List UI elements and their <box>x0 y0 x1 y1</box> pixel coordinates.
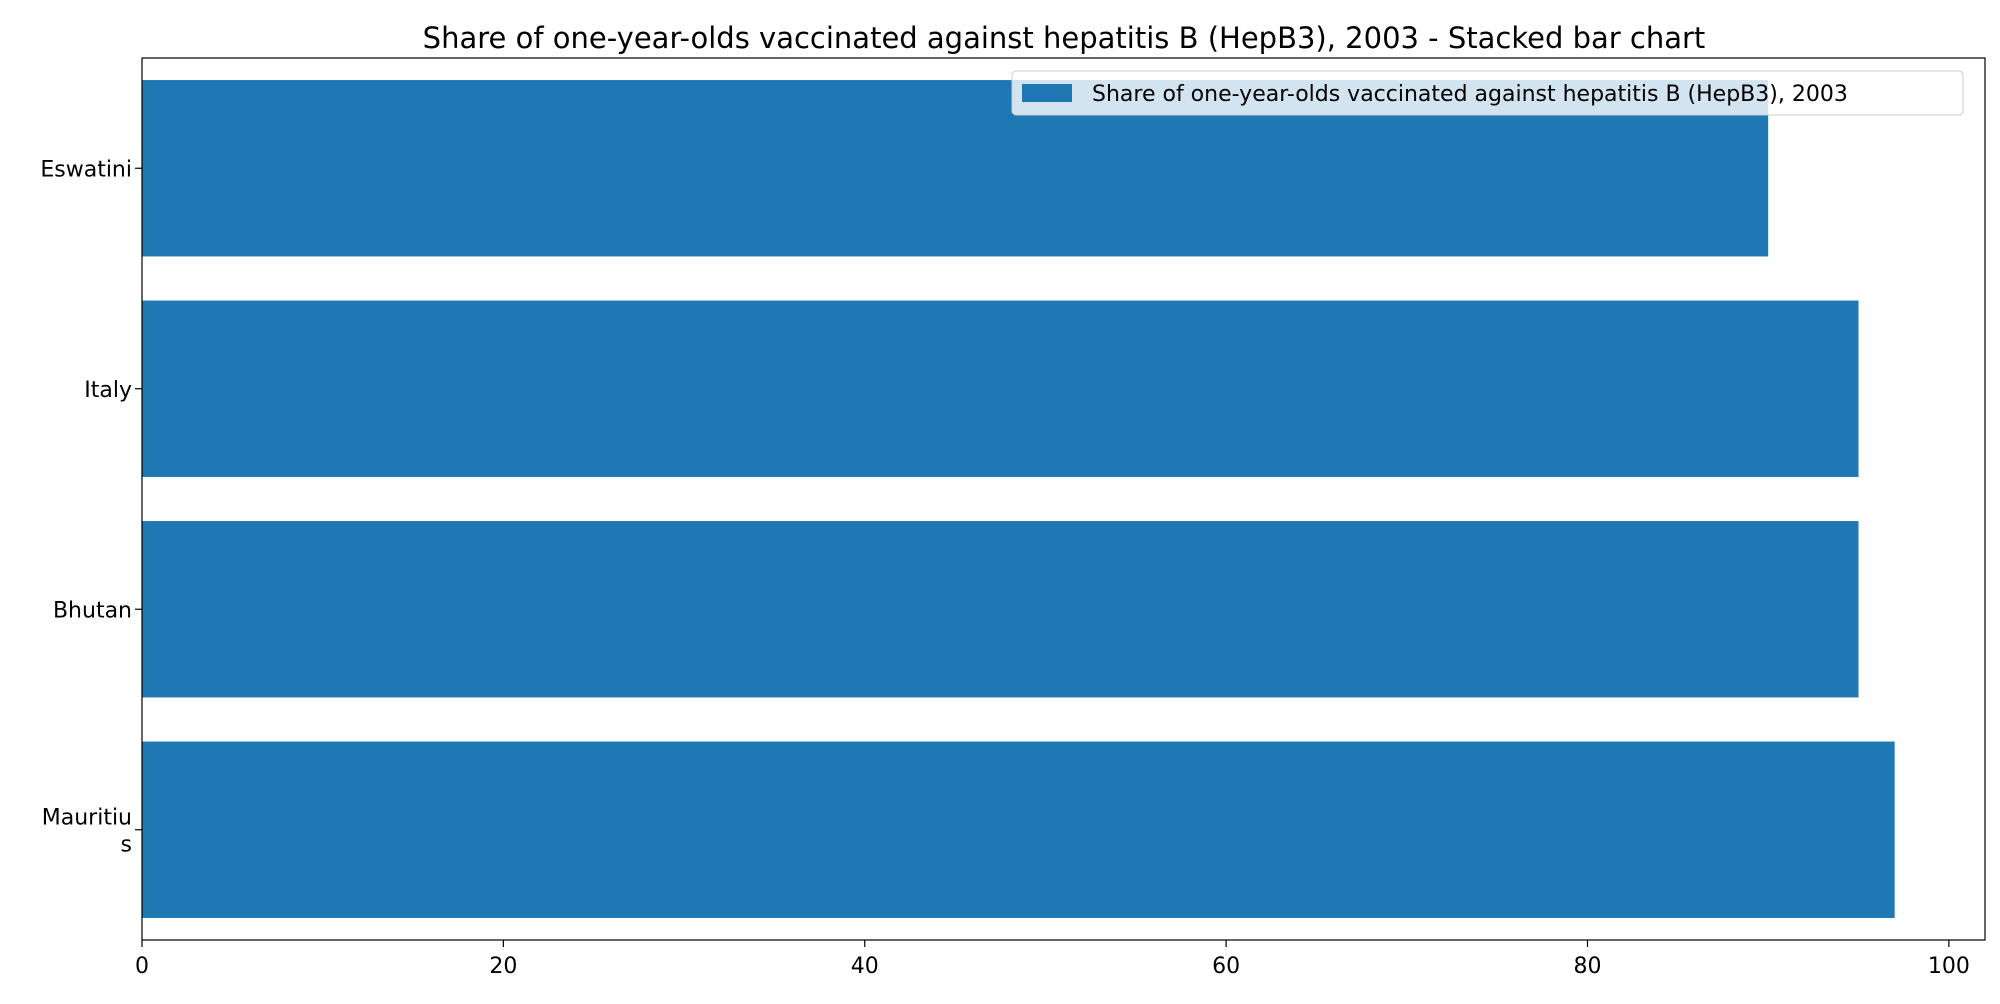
plot-frame <box>141 57 1986 941</box>
axes-layer: 0 20 40 60 80 100 Eswatini Italy Bhutan Mauritiu s <box>40 57 1986 979</box>
y-tick-label-mauritius: Mauritiu s <box>42 805 132 857</box>
y-tick-label-eswatini: Eswatini <box>40 157 132 182</box>
x-tick-label-40: 40 <box>851 954 879 979</box>
legend-swatch <box>1022 84 1072 102</box>
chart-title: Share of one-year-olds vaccinated agains… <box>423 21 1706 55</box>
bars-layer <box>142 80 1895 918</box>
x-tick-label-0: 0 <box>135 954 149 979</box>
x-tick-label-80: 80 <box>1573 954 1601 979</box>
y-tick-label-italy: Italy <box>84 378 132 403</box>
legend-label: Share of one-year-olds vaccinated agains… <box>1092 82 1848 107</box>
legend-box <box>1011 70 1964 116</box>
x-tick-label-100: 100 <box>1928 954 1970 979</box>
bar-mauritius <box>142 741 1895 918</box>
x-tick-label-60: 60 <box>1212 954 1240 979</box>
legend: Share of one-year-olds vaccinated agains… <box>1011 70 1964 116</box>
bar-bhutan <box>142 521 1859 698</box>
y-tick-label-bhutan: Bhutan <box>53 598 132 623</box>
x-tick-label-20: 20 <box>489 954 517 979</box>
bar-italy <box>142 300 1859 477</box>
